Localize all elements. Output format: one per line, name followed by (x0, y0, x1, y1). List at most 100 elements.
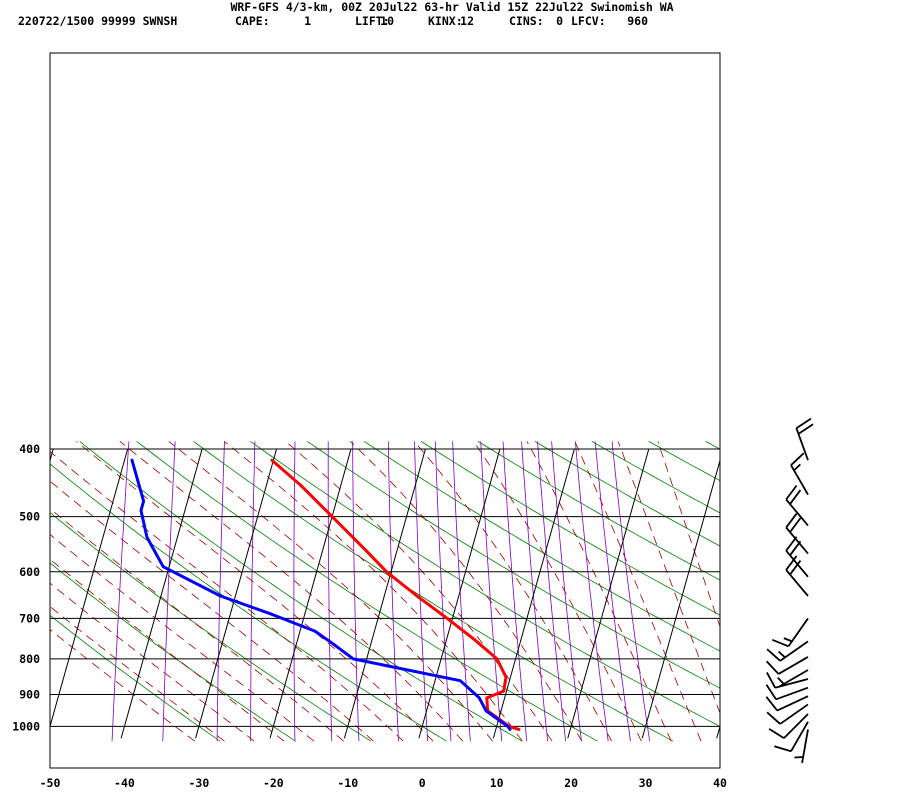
mixing-ratio-line (387, 441, 399, 742)
plot-frame (49, 52, 721, 769)
dry-adiabat (307, 441, 720, 689)
moist-adiabat (50, 508, 344, 742)
moist-adiabat (50, 558, 285, 742)
mixing-ratio-line (216, 441, 225, 742)
barb-half-feather (783, 637, 793, 643)
isotherm (567, 448, 650, 739)
dry-adiabat (136, 441, 598, 742)
moist-adiabat (285, 441, 553, 742)
isotherm (120, 448, 203, 739)
mixing-ratio-line (293, 441, 296, 742)
barb-half-feather (793, 463, 801, 472)
moist-adiabat (50, 606, 225, 742)
index-label: LIFT: (355, 14, 390, 28)
dry-adiabat (819, 441, 900, 741)
barb-staff (778, 656, 809, 675)
isotherm (50, 448, 129, 729)
barb-staff (776, 695, 809, 712)
y-tick-label: 500 (19, 510, 40, 524)
wind-barb (765, 684, 809, 701)
wind-barbs (765, 417, 814, 764)
barb-feather (765, 696, 778, 712)
x-tick-label: -20 (263, 776, 284, 790)
y-tick-label: 600 (19, 565, 40, 579)
mixing-ratio-line (611, 441, 650, 742)
moist-adiabat (350, 441, 583, 742)
x-axis-ticks: -50 -40 -30 -20 -10 0 10 20 30 40 (40, 776, 727, 790)
dry-adiabat (50, 614, 221, 742)
moist-adiabat (526, 441, 672, 742)
mixing-ratio-line (551, 441, 582, 742)
y-tick-label: 800 (19, 652, 40, 666)
barb-half-feather (777, 650, 786, 659)
barb-feather (795, 417, 812, 429)
barb-feather (789, 517, 802, 533)
x-tick-label: -30 (188, 776, 209, 790)
wind-barb (765, 695, 809, 712)
wind-barb (765, 656, 809, 675)
barb-feather (789, 489, 802, 505)
x-tick-label: -50 (40, 776, 61, 790)
barb-feather (766, 671, 776, 689)
station-line: 220722/1500 99999 SWNSH (18, 14, 177, 28)
barb-staff (779, 703, 809, 725)
barb-feather (765, 684, 777, 700)
index-label: CAPE: (235, 14, 270, 28)
mixing-ratio-line (162, 441, 176, 742)
x-tick-label: 10 (490, 776, 504, 790)
isotherm (195, 448, 278, 739)
barb-staff (790, 721, 809, 752)
barb-staff (783, 713, 809, 739)
x-tick-label: 0 (419, 776, 426, 790)
x-tick-label: 30 (639, 776, 653, 790)
barb-staff (775, 686, 809, 701)
barb-half-feather (777, 677, 785, 685)
barb-feather (768, 728, 785, 739)
isotherm (641, 458, 720, 739)
isotherm (343, 448, 426, 739)
barb-feather (785, 484, 798, 501)
moist-adiabat (76, 441, 434, 742)
wind-barb (785, 513, 809, 555)
x-tick-label: -40 (114, 776, 135, 790)
index-value: 1 (304, 14, 311, 28)
dry-adiabat (50, 562, 296, 742)
barb-feather (774, 745, 792, 753)
grid-lines (50, 448, 720, 739)
chart-subtitle: 220722/1500 99999 SWNSH CAPE: 1 LIFT:10 KIN… (18, 14, 648, 28)
mixing-ratio-line (537, 441, 567, 742)
barb-feather (766, 711, 781, 725)
y-axis-ticks: 400 500 600 700 800 900 1000 (12, 442, 40, 733)
y-tick-label: 900 (19, 688, 40, 702)
dewpoint-line (130, 458, 512, 731)
wind-barb (795, 417, 814, 461)
isotherm (716, 724, 720, 739)
mixing-ratio-line (250, 441, 256, 742)
moist-adiabat (50, 582, 255, 742)
wind-barb (785, 555, 809, 597)
index-label: LFCV: (571, 14, 606, 28)
moist-adiabat (473, 441, 642, 742)
isotherm (418, 448, 501, 739)
moist-adiabat (50, 480, 374, 742)
wind-barb (785, 484, 809, 527)
wind-barb (766, 703, 809, 725)
x-tick-label: -10 (337, 776, 358, 790)
wind-barb (777, 669, 809, 688)
sounding-series (130, 458, 521, 731)
isotherm (269, 448, 352, 739)
y-tick-label: 400 (19, 442, 40, 456)
index-label: KINX: (428, 14, 463, 28)
dry-adiabat (250, 441, 720, 727)
index-value: 12 (460, 14, 474, 28)
barb-feather (785, 555, 798, 571)
index-value: 960 (627, 14, 648, 28)
barb-feather (766, 648, 781, 662)
background-lines (50, 441, 900, 742)
mixing-ratio-line (327, 441, 333, 742)
mixing-ratio-line (434, 441, 452, 742)
wind-barb (768, 713, 809, 739)
barb-feather (771, 638, 789, 648)
y-tick-label: 700 (19, 611, 40, 625)
